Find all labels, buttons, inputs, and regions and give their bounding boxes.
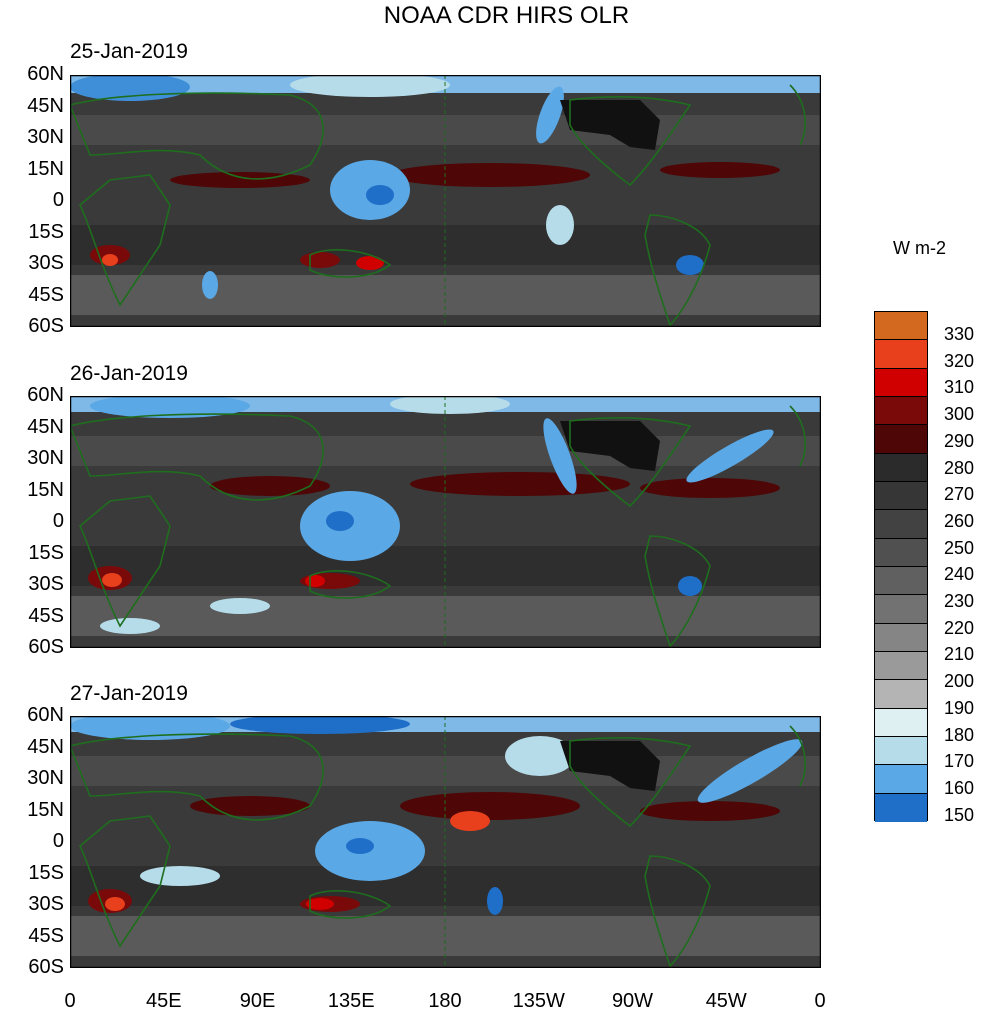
- colorbar-label: 280: [944, 457, 975, 478]
- panel-date-2: 26-Jan-2019: [70, 362, 188, 385]
- colorbar-label: 240: [944, 564, 975, 585]
- lat-label: 30S: [28, 893, 64, 915]
- colorbar-label: 220: [944, 617, 975, 638]
- lat-label: 15N: [27, 478, 64, 501]
- lat-label: 15S: [28, 541, 64, 564]
- lon-label: 90W: [611, 990, 654, 1012]
- figure-title: NOAA CDR HIRS OLR: [383, 2, 630, 29]
- colorbar-cell: [875, 510, 927, 539]
- lon-label: 45W: [705, 990, 747, 1012]
- lat-label: 60S: [28, 636, 64, 658]
- panel-date-1: 25-Jan-2019: [70, 40, 188, 63]
- colorbar-cell: [875, 793, 927, 822]
- lat-label: 45N: [27, 94, 64, 117]
- lon-label: 135E: [327, 990, 375, 1012]
- olr-map-panel-3: [70, 716, 821, 968]
- olr-map-panel-2: [70, 396, 821, 648]
- lat-label: 15N: [27, 157, 64, 180]
- lat-label: 60N: [27, 704, 64, 726]
- lon-label: 0: [64, 990, 76, 1012]
- lon-label: 45E: [145, 990, 182, 1012]
- colorbar-label: 160: [944, 777, 975, 798]
- colorbar-cell: [875, 595, 927, 624]
- lon-label: 0: [814, 990, 826, 1012]
- lon-label: 180: [428, 990, 462, 1012]
- colorbar-cell: [875, 481, 927, 511]
- lon-label: 135W: [512, 990, 565, 1012]
- lat-label: 30N: [27, 447, 64, 469]
- lat-label: 45N: [27, 415, 64, 438]
- colorbar-cell: [875, 680, 927, 709]
- lat-label: 60N: [27, 63, 64, 85]
- lat-label: 45S: [28, 604, 64, 627]
- lat-label: 30N: [27, 126, 64, 148]
- lat-label: 15S: [28, 220, 64, 243]
- lat-label: 30N: [27, 767, 64, 789]
- lat-label: 45S: [28, 924, 64, 947]
- lat-label: 15N: [27, 798, 64, 821]
- olr-map-1: [70, 75, 821, 327]
- colorbar-cell: [875, 396, 927, 426]
- colorbar-label: 150: [944, 804, 975, 825]
- lat-label: 0: [52, 510, 64, 532]
- lat-label: 30S: [28, 252, 64, 274]
- olr-map-panel-1: [70, 75, 821, 327]
- colorbar-cell: [875, 736, 927, 766]
- colorbar-label: 210: [944, 644, 975, 665]
- lat-label: 15S: [28, 861, 64, 884]
- lat-label: 45S: [28, 283, 64, 306]
- colorbar-label: 190: [944, 697, 975, 718]
- colorbar-label: 180: [944, 724, 975, 745]
- colorbar: [874, 311, 928, 822]
- colorbar-label: 330: [944, 324, 975, 344]
- colorbar-cell: [875, 538, 927, 567]
- colorbar-cell: [875, 368, 927, 397]
- olr-map-2: [70, 396, 821, 648]
- colorbar-cell: [875, 340, 927, 369]
- colorbar-label: 250: [944, 537, 975, 558]
- colorbar-label: 290: [944, 430, 975, 451]
- colorbar-label: 260: [944, 510, 975, 531]
- colorbar-cell: [875, 453, 927, 482]
- colorbar-units: W m-2: [893, 238, 946, 258]
- lat-label: 60N: [27, 384, 64, 406]
- colorbar-cell: [875, 708, 927, 737]
- colorbar-cell: [875, 765, 927, 794]
- lat-label: 0: [52, 830, 64, 852]
- lat-label: 60S: [28, 315, 64, 337]
- panel-date-3: 27-Jan-2019: [70, 682, 188, 705]
- lat-label: 60S: [28, 956, 64, 978]
- colorbar-cell: [875, 651, 927, 681]
- colorbar-cell: [875, 312, 927, 341]
- olr-map-3: [70, 716, 821, 968]
- lat-label: 30S: [28, 573, 64, 595]
- colorbar-label: 200: [944, 671, 975, 692]
- colorbar-label: 170: [944, 751, 975, 772]
- colorbar-label: 300: [944, 404, 975, 425]
- colorbar-cell: [875, 425, 927, 454]
- colorbar-label: 270: [944, 484, 975, 505]
- colorbar-label: 310: [944, 377, 975, 398]
- lat-label: 0: [52, 189, 64, 211]
- lat-label: 45N: [27, 735, 64, 758]
- colorbar-label: 320: [944, 350, 975, 371]
- lon-label: 90E: [239, 990, 276, 1012]
- colorbar-cell: [875, 566, 927, 596]
- colorbar-label: 230: [944, 591, 975, 611]
- colorbar-cell: [875, 623, 927, 652]
